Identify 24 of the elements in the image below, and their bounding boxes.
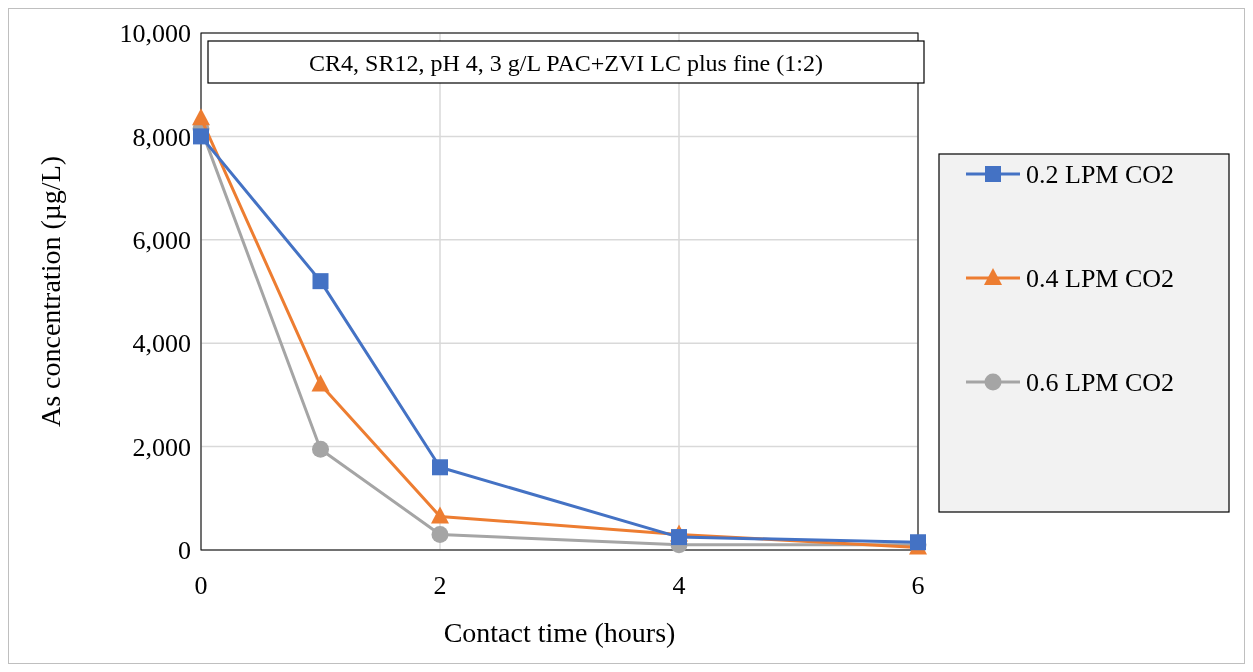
point: [311, 374, 330, 392]
point: [431, 506, 449, 524]
text: CR4, SR12, pH 4, 3 g/L PAC+ZVI LC plus fine (1:2): [309, 50, 823, 76]
point: [193, 128, 209, 145]
y-axis-title: As concentration (µg/L): [35, 155, 66, 428]
y-tick-label: 6,000: [132, 225, 191, 255]
y-tick-label: 2,000: [132, 432, 191, 462]
x-tick-label: 2: [433, 571, 447, 600]
point: [192, 108, 210, 126]
y-tick-label: 0: [178, 536, 191, 566]
legend-label: 0.2 LPM CO2: [1026, 160, 1175, 190]
point: [312, 273, 329, 290]
point: [671, 529, 687, 546]
x-axis-title: Contact time (hours): [443, 617, 676, 648]
x-tick-label: 6: [911, 571, 925, 600]
y-tick-label: 4,000: [132, 329, 191, 359]
point: [312, 440, 329, 458]
point: [432, 459, 448, 476]
y-tick-label: 8,000: [132, 122, 191, 152]
y-tick-label: 10,000: [119, 19, 191, 49]
point: [431, 525, 449, 543]
legend-label: 0.4 LPM CO2: [1026, 264, 1175, 294]
x-tick-label: 4: [672, 571, 686, 600]
legend-label: 0.6 LPM CO2: [1026, 368, 1175, 398]
